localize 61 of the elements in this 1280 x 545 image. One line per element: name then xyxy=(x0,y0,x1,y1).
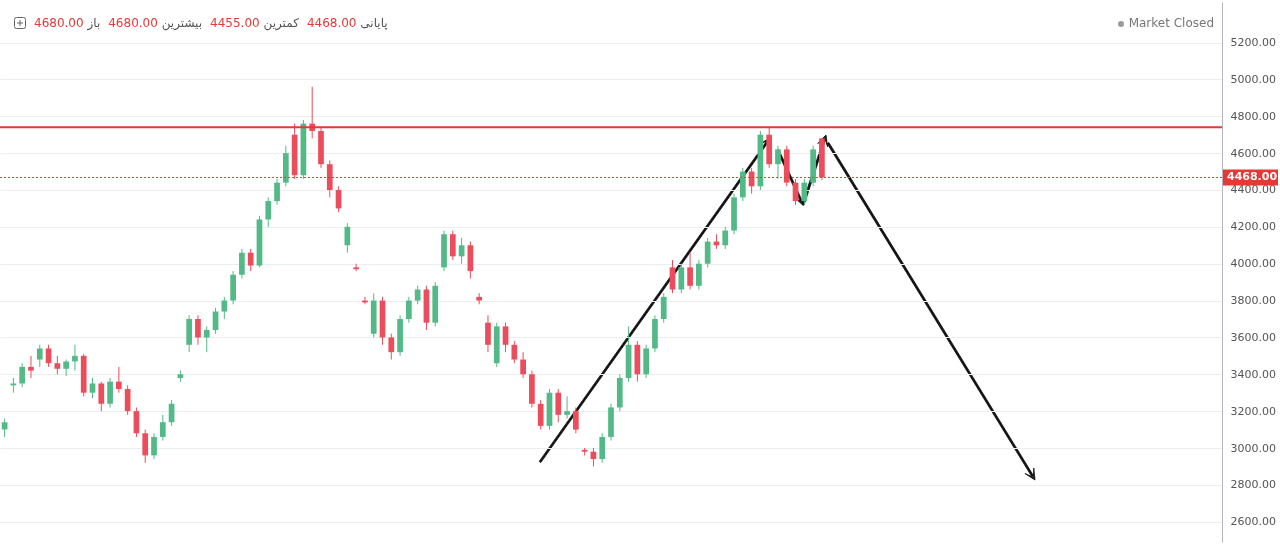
y-tick-label: 4400.00 xyxy=(1230,183,1276,197)
y-tick-label: 4200.00 xyxy=(1230,220,1276,234)
candlestick xyxy=(704,237,711,268)
candlestick xyxy=(63,359,69,377)
candlestick xyxy=(599,432,606,464)
candlestick xyxy=(36,344,43,368)
candlestick xyxy=(678,263,685,294)
candlestick xyxy=(221,296,228,320)
candlestick xyxy=(669,259,676,294)
candlestick xyxy=(274,178,280,206)
candlestick xyxy=(353,263,359,272)
candlestick xyxy=(203,325,210,353)
candlestick xyxy=(801,178,808,206)
y-tick-label: 4800.00 xyxy=(1230,109,1276,123)
candlestick xyxy=(1,418,8,438)
candlestick xyxy=(19,362,26,388)
candlestick xyxy=(344,222,351,254)
candlestick xyxy=(537,399,544,431)
candlestick xyxy=(195,314,201,346)
y-tick-label: 3200.00 xyxy=(1230,404,1276,418)
candlestick xyxy=(239,248,245,279)
candlestick xyxy=(572,406,579,434)
candlestick xyxy=(555,388,562,423)
candlestick xyxy=(485,314,491,353)
y-tick-label: 4600.00 xyxy=(1230,146,1276,160)
candlestick xyxy=(151,432,157,460)
y-tick-label: 4000.00 xyxy=(1230,257,1276,271)
ref-line-label: 4468.00 xyxy=(1227,170,1278,184)
y-tick-label: 3000.00 xyxy=(1230,441,1276,455)
candlestick xyxy=(54,355,61,375)
y-tick-label: 3400.00 xyxy=(1230,367,1276,381)
candlestick xyxy=(116,366,122,394)
y-tick-label: 5000.00 xyxy=(1230,72,1276,86)
candlestick xyxy=(98,381,105,412)
y-tick-label: 2800.00 xyxy=(1230,478,1276,492)
candlestick xyxy=(722,226,729,250)
candlestick xyxy=(388,333,395,361)
candlestick xyxy=(142,429,149,464)
y-tick-label: 2600.00 xyxy=(1230,515,1276,529)
candlestick xyxy=(247,248,254,272)
y-tick-label: 3600.00 xyxy=(1230,330,1276,344)
candlestick xyxy=(72,344,78,372)
candlestick xyxy=(449,230,456,261)
y-tick-label: 5200.00 xyxy=(1230,36,1276,50)
candlestick xyxy=(414,285,421,305)
annotation: Market Closed xyxy=(1113,14,1218,32)
candlestick xyxy=(124,384,131,416)
candlestick xyxy=(406,296,412,324)
candlestick xyxy=(520,351,526,379)
candlestick xyxy=(107,377,113,408)
candlestick xyxy=(28,355,34,379)
candlestick xyxy=(660,292,667,324)
y-tick-label: 3800.00 xyxy=(1230,294,1276,308)
candlestick xyxy=(696,259,702,291)
candlestick xyxy=(159,414,166,442)
candlestick xyxy=(687,252,693,291)
candlestick xyxy=(502,322,509,353)
candlestick xyxy=(564,395,570,420)
candlestick xyxy=(511,340,518,364)
candlestick xyxy=(775,145,781,180)
candlestick xyxy=(265,196,272,228)
